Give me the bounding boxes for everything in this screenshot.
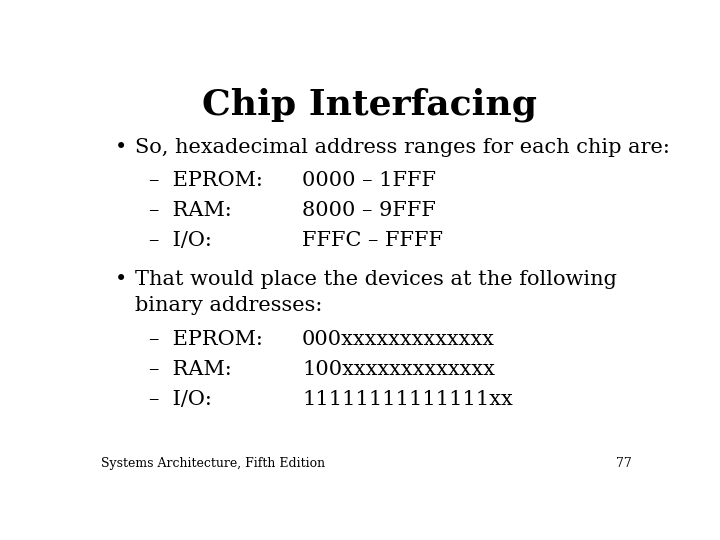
Text: Chip Interfacing: Chip Interfacing <box>202 87 536 122</box>
Text: –  RAM:: – RAM: <box>148 360 231 380</box>
Text: So, hexadecimal address ranges for each chip are:: So, hexadecimal address ranges for each … <box>135 138 670 157</box>
Text: –  I/O:: – I/O: <box>148 231 212 249</box>
Text: •: • <box>115 270 127 289</box>
Text: –  RAM:: – RAM: <box>148 201 231 220</box>
Text: 77: 77 <box>616 457 631 470</box>
Text: Systems Architecture, Fifth Edition: Systems Architecture, Fifth Edition <box>101 457 325 470</box>
Text: •: • <box>115 138 127 157</box>
Text: 100xxxxxxxxxxxxx: 100xxxxxxxxxxxxx <box>302 360 495 380</box>
Text: –  EPROM:: – EPROM: <box>148 330 263 349</box>
Text: 0000 – 1FFF: 0000 – 1FFF <box>302 171 436 190</box>
Text: 000xxxxxxxxxxxxx: 000xxxxxxxxxxxxx <box>302 330 495 349</box>
Text: 11111111111111xx: 11111111111111xx <box>302 390 513 409</box>
Text: –  EPROM:: – EPROM: <box>148 171 263 190</box>
Text: 8000 – 9FFF: 8000 – 9FFF <box>302 201 436 220</box>
Text: binary addresses:: binary addresses: <box>135 296 322 315</box>
Text: That would place the devices at the following: That would place the devices at the foll… <box>135 270 616 289</box>
Text: FFFC – FFFF: FFFC – FFFF <box>302 231 443 249</box>
Text: –  I/O:: – I/O: <box>148 390 212 409</box>
